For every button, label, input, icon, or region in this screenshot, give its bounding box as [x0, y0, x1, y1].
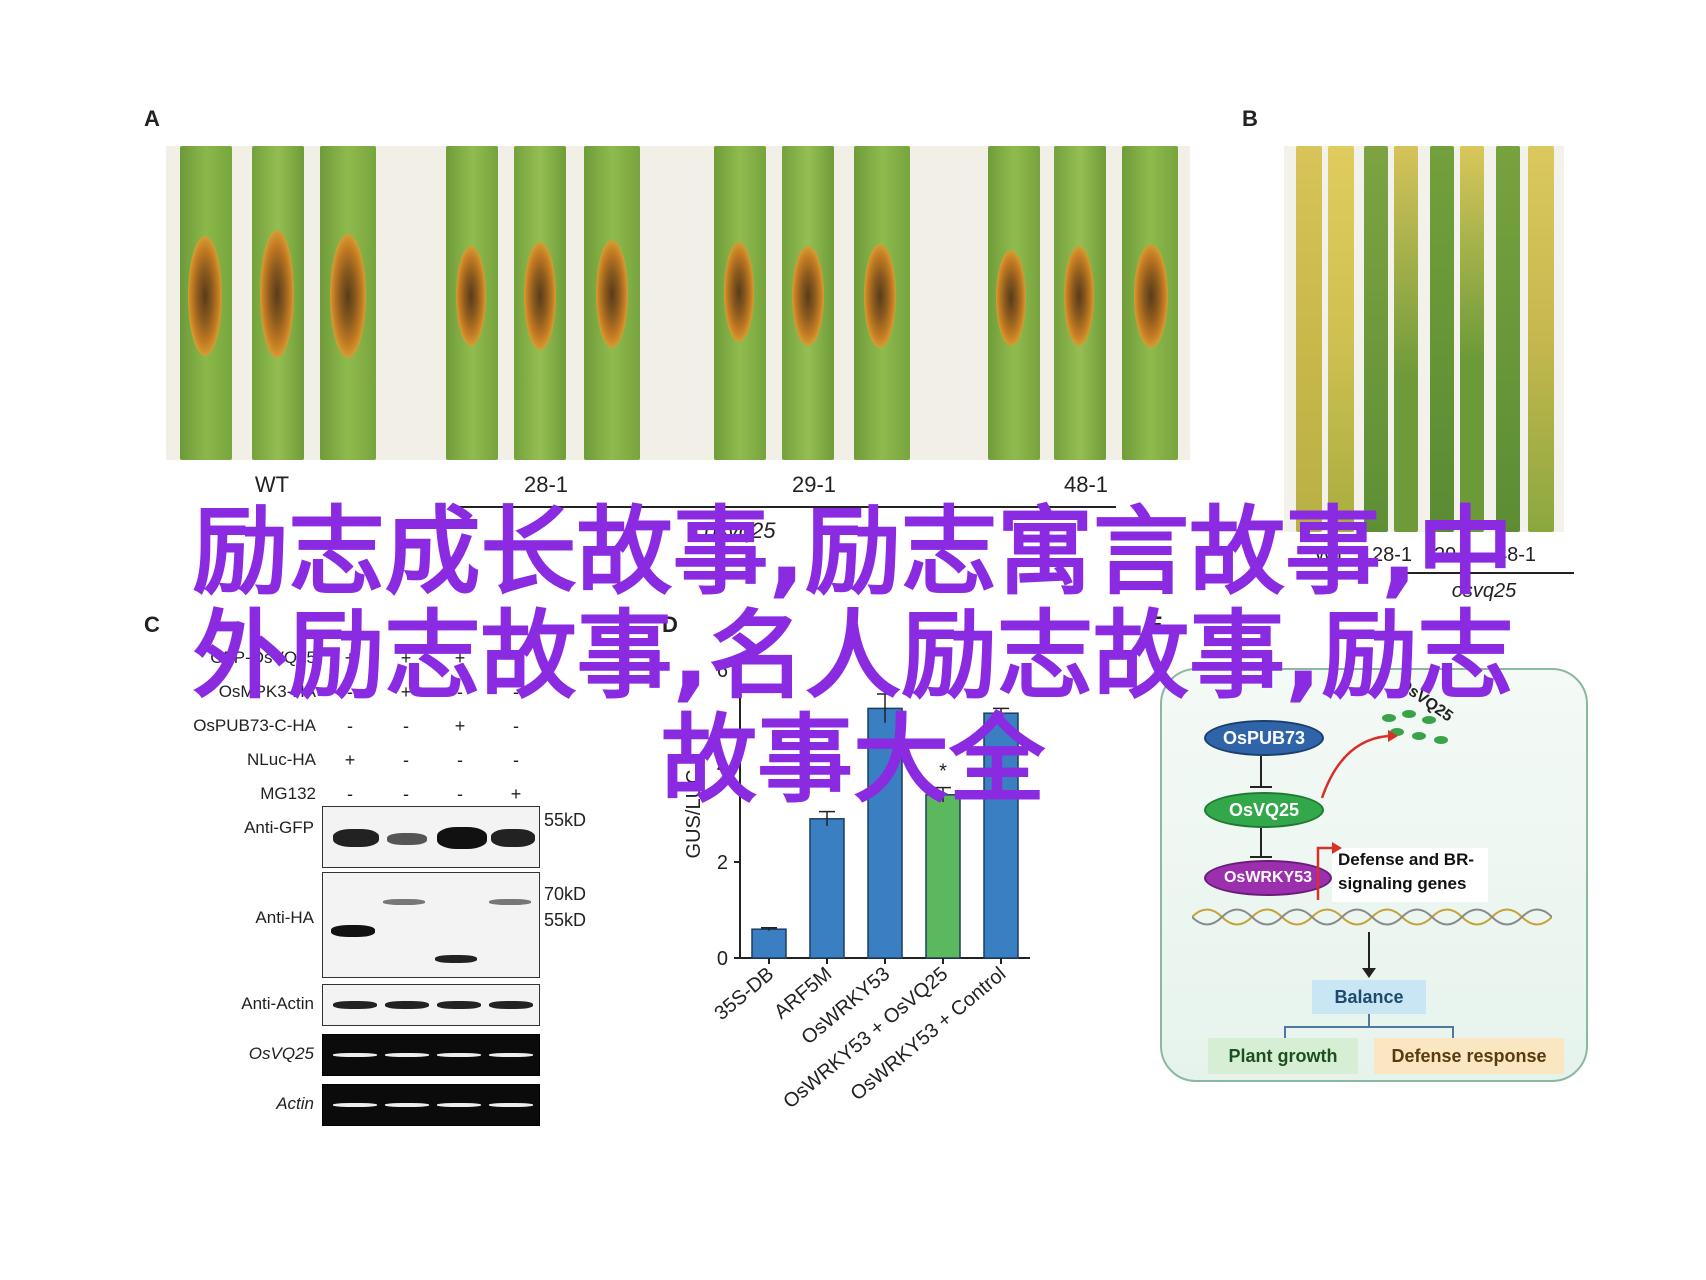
bar	[809, 818, 845, 959]
oswrky53-node: OsWRKY53	[1204, 860, 1332, 896]
construct-sign: +	[454, 648, 466, 668]
genotype-label-28-1: 28-1	[523, 472, 569, 497]
balance-box: Balance	[1312, 980, 1426, 1014]
leaf-photo-a	[166, 146, 1190, 460]
panel-letter-c: C	[144, 612, 160, 637]
balance-branch-right	[1452, 1026, 1454, 1038]
overlay-title-line2: 外励志故事,名人励志故事,励志	[192, 600, 1514, 712]
panel-letter-d: D	[662, 612, 678, 637]
degraded-osvq25-dots	[1382, 710, 1462, 750]
construct-sign: -	[403, 750, 409, 770]
y-tick-label: 2	[717, 852, 728, 874]
significance-mark: *	[939, 761, 947, 783]
downstream-arrowhead	[1362, 968, 1376, 978]
overlay-title-line1: 励志成长故事,励志寓言故事,中	[192, 496, 1514, 608]
y-tick-label: 4	[717, 756, 728, 778]
genotype-label-29-1: 29-1	[791, 472, 837, 497]
marker-70kd: 70kD	[544, 884, 587, 904]
plant-growth-box: Plant growth	[1208, 1038, 1358, 1074]
construct-sign: -	[457, 784, 463, 804]
genotype-subtitle-a: osvq25	[704, 518, 776, 543]
bar	[925, 794, 961, 959]
blot-actin	[322, 1084, 540, 1126]
construct-sign: -	[513, 750, 519, 770]
genotype-bracket-line	[456, 506, 1116, 508]
construct-sign: -	[403, 716, 409, 736]
construct-label: OsMPK3-HA	[218, 682, 316, 701]
inhibition-line	[1260, 828, 1262, 858]
blot-anti-gfp	[322, 806, 540, 868]
bar	[983, 712, 1019, 959]
defense-response-box: Defense response	[1374, 1038, 1564, 1074]
construct-sign: +	[510, 648, 522, 668]
panel-letter-a: A	[144, 106, 160, 131]
balance-branch	[1284, 1026, 1454, 1028]
marker-55kd: 55kD	[544, 810, 587, 830]
construct-sign: +	[344, 648, 356, 668]
balance-line	[1368, 1014, 1370, 1026]
genotype-label-b-wt: WT	[1314, 544, 1346, 566]
signaling-diagram: OsPUB73 OsVQ25 OsWRKY53 OsVQ25 Defense a…	[1160, 668, 1588, 1082]
genotype-label-48-1: 48-1	[1063, 472, 1109, 497]
blot-label-anti-gfp: Anti-GFP	[244, 818, 314, 837]
blot-label-anti-actin: Anti-Actin	[241, 994, 314, 1013]
target-genes-box: Defense and BR- signaling genes	[1332, 848, 1488, 902]
dna-helix	[1192, 908, 1552, 926]
construct-sign: -	[457, 682, 463, 702]
genotype-label-wt: WT	[254, 472, 290, 497]
inhibition-line	[1260, 756, 1262, 788]
construct-sign: -	[403, 784, 409, 804]
marker-55kd: 55kD	[544, 910, 587, 930]
inhibition-bar	[1250, 786, 1272, 788]
panel-letter-b: B	[1242, 106, 1258, 131]
overlay-title: 励志成长故事,励志寓言故事,中 外励志故事,名人励志故事,励志 故事大全	[0, 500, 1706, 812]
construct-label: NLuc-HA	[247, 750, 316, 769]
y-tick-label: 0	[717, 948, 728, 970]
y-tick-label: 6	[717, 660, 728, 682]
osvq25-node: OsVQ25	[1204, 792, 1324, 828]
bar-chart: 0246GUS/LUC35S-DBARF5MOsWRKY53*OsWRKY53 …	[683, 660, 1030, 1113]
blot-anti-ha	[322, 872, 540, 978]
target-genes-line2: signaling genes	[1338, 874, 1467, 893]
genotype-label-b-48-1: 48-1	[1495, 544, 1537, 566]
construct-sign: +	[400, 682, 412, 702]
construct-sign: +	[400, 648, 412, 668]
construct-sign: -	[347, 682, 353, 702]
construct-sign: -	[347, 784, 353, 804]
bar	[751, 928, 787, 959]
leaf-photo-b	[1284, 146, 1564, 532]
genotype-label-b-29-1: 29-1	[1433, 544, 1475, 566]
construct-label: GFP-OsVQ25	[210, 648, 316, 667]
y-axis-label: GUS/LUC	[683, 770, 705, 859]
construct-sign: +	[510, 784, 522, 804]
construct-sign: -	[513, 682, 519, 702]
construct-label: OsPUB73-C-HA	[193, 716, 316, 735]
promoter-arrow	[1316, 842, 1342, 900]
balance-branch-left	[1284, 1026, 1286, 1038]
construct-sign: -	[457, 750, 463, 770]
genotype-bracket-line-b	[1400, 572, 1574, 574]
panel-letter-e: E	[1148, 612, 1163, 637]
genotype-subtitle-b: osvq25	[1451, 580, 1517, 602]
downstream-line	[1368, 932, 1370, 972]
target-genes-line1: Defense and BR-	[1338, 850, 1475, 869]
ospub73-node: OsPUB73	[1204, 720, 1324, 756]
construct-sign: +	[344, 750, 356, 770]
blot-label-actin: Actin	[276, 1094, 314, 1113]
x-tick-label: 35S-DB	[710, 963, 778, 1025]
inhibition-bar	[1250, 856, 1272, 858]
blot-anti-actin	[322, 984, 540, 1026]
construct-label: MG132	[260, 784, 316, 803]
construct-sign: -	[347, 716, 353, 736]
blot-label-anti-ha: Anti-HA	[255, 908, 314, 927]
overlay-title-line3: 故事大全	[661, 704, 1045, 816]
construct-sign: -	[513, 716, 519, 736]
construct-sign: +	[454, 716, 466, 736]
degradation-arrow	[1320, 730, 1398, 799]
blot-osvq25	[322, 1034, 540, 1076]
blot-label-osvq25: OsVQ25	[248, 1044, 314, 1063]
bar	[867, 707, 903, 959]
genotype-label-b-28-1: 28-1	[1371, 544, 1413, 566]
